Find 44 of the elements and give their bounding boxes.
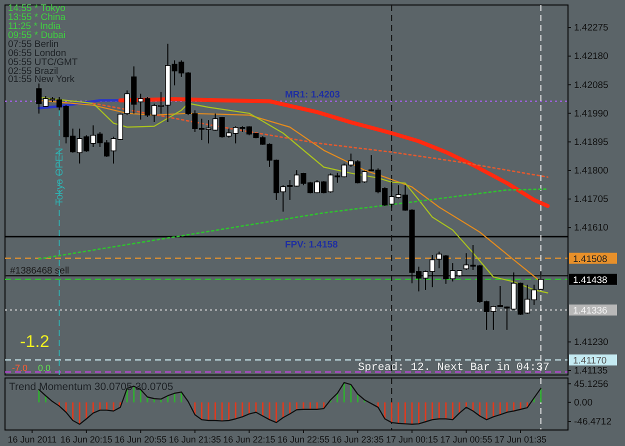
y-tick-label: 1.41895 xyxy=(574,136,608,148)
ref-line-label: 1.41438 xyxy=(573,274,608,286)
y-tick-label: 1.41610 xyxy=(574,222,608,234)
annotation: 06:55 London xyxy=(8,48,66,59)
ref-line-label: 1.41508 xyxy=(573,254,608,265)
y-tick-label: 1.42275 xyxy=(574,22,608,34)
x-tick-label: 16 Jun 22:55 xyxy=(277,434,330,444)
ref-line-label: Tokyo OPEN xyxy=(54,148,66,205)
y-tick-label: 1.41135 xyxy=(574,366,608,377)
annotation: 13:55 * China xyxy=(8,12,66,23)
x-tick-label: 16 Jun 20:15 xyxy=(60,434,112,444)
y-tick-label: 1.41990 xyxy=(574,108,608,120)
x-tick-label: 16 Jun 20:55 xyxy=(114,434,167,444)
y-tick-label: 1.42180 xyxy=(574,51,608,62)
annotation: 0.0 xyxy=(38,363,51,373)
y-tick-label: -46.4712 xyxy=(574,416,612,428)
annotation: 14:55 * Tokyo xyxy=(8,3,66,14)
x-tick-label: 16 Jun 2011 xyxy=(8,434,57,444)
ref-line-label: FPV: 1.4158 xyxy=(285,240,338,251)
annotation: -1.2 xyxy=(20,332,50,351)
annotation: 09:55 * Dubai xyxy=(8,30,66,41)
x-tick-label: 17 Jun 00:15 xyxy=(386,434,438,444)
ref-line-label: 1.41170 xyxy=(573,355,607,366)
y-tick-label: 45.1256 xyxy=(574,378,608,390)
y-tick-label: 1.41705 xyxy=(574,194,608,206)
chart-title: Trend Momentum 30.0705 30.0705 xyxy=(9,381,174,393)
y-tick-label: 1.41800 xyxy=(574,165,608,176)
annotation: 05:55 UTC/GMT xyxy=(8,57,78,68)
annotation: 01:55 New York xyxy=(8,74,75,85)
annotation: 07:55 Berlin xyxy=(8,39,59,50)
y-tick-label: 1.42085 xyxy=(574,80,608,91)
x-tick-label: 16 Jun 21:35 xyxy=(168,434,221,444)
x-tick-label: 17 Jun 00:55 xyxy=(440,434,492,444)
y-tick-label: 1.41230 xyxy=(574,336,608,348)
x-tick-label: 16 Jun 22:15 xyxy=(223,434,276,444)
x-tick-label: 17 Jun 01:35 xyxy=(494,434,547,444)
ref-line-label: 1.41336 xyxy=(573,306,608,317)
ref-line-label: #1386468 sell xyxy=(10,266,70,277)
annotation: 02:55 Brazil xyxy=(8,66,58,77)
ref-line-label: MR1: 1.4203 xyxy=(285,89,340,100)
x-tick-label: 16 Jun 23:35 xyxy=(332,434,384,444)
annotation: 11:25 * India xyxy=(8,21,62,32)
annotation: -7.0 xyxy=(12,363,28,373)
y-tick-label: 0.00 xyxy=(574,397,592,408)
